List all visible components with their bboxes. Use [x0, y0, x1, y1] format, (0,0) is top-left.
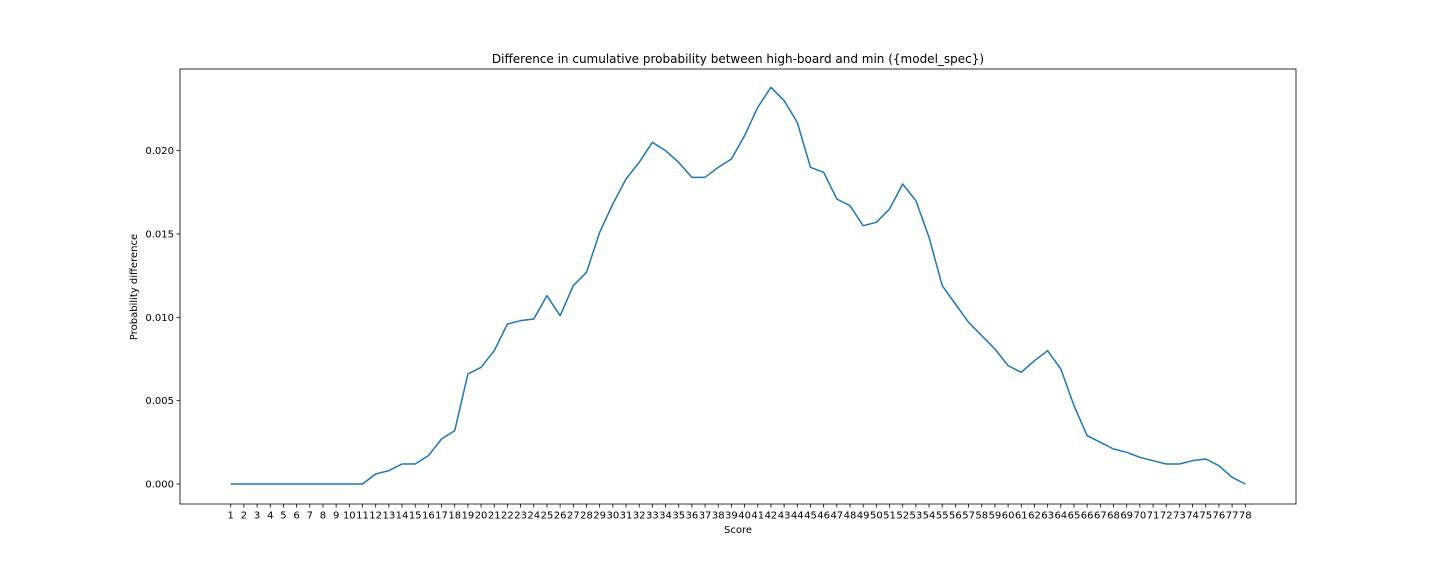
x-tick-label: 36: [686, 511, 699, 522]
x-tick-label: 40: [738, 511, 751, 522]
x-tick-label: 23: [514, 511, 527, 522]
x-tick-label: 19: [462, 511, 475, 522]
x-tick-label: 8: [320, 511, 326, 522]
x-tick-label: 43: [778, 511, 791, 522]
x-tick-label: 70: [1133, 511, 1146, 522]
x-tick-label: 33: [646, 511, 659, 522]
x-tick-label: 62: [1028, 511, 1041, 522]
x-tick-label: 73: [1173, 511, 1186, 522]
x-tick-label: 78: [1239, 511, 1252, 522]
x-tick-label: 52: [896, 511, 909, 522]
x-axis: 1 2 3 4 5 6 7 8 9 10 11 12 13 14 15 16 17 18 19 20 21 22 23 24 2…: [228, 504, 1252, 522]
x-tick-label: 38: [712, 511, 725, 522]
x-tick-label: 14: [396, 511, 409, 522]
x-tick-label: 64: [1054, 511, 1067, 522]
x-tick-label: 22: [501, 511, 514, 522]
x-tick-label: 6: [293, 511, 299, 522]
x-tick-label: 50: [870, 511, 883, 522]
x-tick-label: 57: [962, 511, 975, 522]
x-tick-label: 66: [1081, 511, 1094, 522]
x-tick-label: 76: [1213, 511, 1226, 522]
chart-title: Difference in cumulative probability bet…: [492, 52, 984, 66]
x-tick-label: 60: [1002, 511, 1015, 522]
y-tick-label: 0.020: [145, 146, 174, 157]
x-tick-label: 46: [817, 511, 830, 522]
x-tick-label: 59: [989, 511, 1002, 522]
x-tick-label: 53: [910, 511, 923, 522]
x-tick-label: 67: [1094, 511, 1107, 522]
x-tick-label: 61: [1015, 511, 1028, 522]
x-tick-label: 71: [1147, 511, 1160, 522]
x-tick-label: 30: [606, 511, 619, 522]
x-tick-label: 28: [580, 511, 593, 522]
x-tick-label: 41: [751, 511, 764, 522]
x-tick-label: 21: [488, 511, 501, 522]
x-tick-label: 47: [830, 511, 843, 522]
x-tick-label: 18: [448, 511, 461, 522]
y-axis: 0.000 0.005 0.010 0.015 0.020: [145, 146, 180, 491]
x-tick-label: 39: [725, 511, 738, 522]
y-axis-label: Probability difference: [129, 234, 140, 340]
x-tick-label: 63: [1041, 511, 1054, 522]
series-line: [230, 86, 1246, 485]
x-tick-label: 13: [382, 511, 395, 522]
x-tick-label: 51: [883, 511, 896, 522]
x-tick-label: 5: [280, 511, 286, 522]
x-tick-label: 48: [844, 511, 857, 522]
x-tick-label: 49: [857, 511, 870, 522]
x-tick-label: 20: [475, 511, 488, 522]
x-tick-label: 65: [1068, 511, 1081, 522]
x-tick-label: 7: [307, 511, 313, 522]
x-tick-label: 56: [949, 511, 962, 522]
x-tick-label: 45: [804, 511, 817, 522]
x-tick-label: 24: [527, 511, 540, 522]
x-tick-label: 17: [435, 511, 448, 522]
x-tick-label: 11: [356, 511, 369, 522]
y-tick-label: 0.000: [145, 480, 174, 491]
x-tick-label: 16: [422, 511, 435, 522]
x-tick-label: 42: [765, 511, 778, 522]
x-tick-label: 54: [923, 511, 936, 522]
x-tick-label: 31: [620, 511, 633, 522]
x-tick-label: 35: [672, 511, 685, 522]
x-tick-label: 75: [1199, 511, 1212, 522]
x-tick-label: 27: [567, 511, 580, 522]
x-tick-label: 2: [241, 511, 247, 522]
x-tick-label: 69: [1120, 511, 1133, 522]
y-tick-label: 0.005: [145, 396, 174, 407]
x-tick-label: 74: [1186, 511, 1199, 522]
x-tick-label: 15: [409, 511, 422, 522]
y-tick-label: 0.010: [145, 313, 174, 324]
x-tick-label: 77: [1226, 511, 1239, 522]
x-tick-label: 1: [228, 511, 234, 522]
x-tick-label: 26: [554, 511, 567, 522]
x-tick-label: 10: [343, 511, 356, 522]
x-tick-label: 72: [1160, 511, 1173, 522]
x-tick-label: 55: [936, 511, 949, 522]
x-tick-label: 37: [699, 511, 712, 522]
x-axis-label: Score: [724, 525, 752, 536]
x-tick-label: 3: [254, 511, 260, 522]
x-tick-label: 58: [975, 511, 988, 522]
y-tick-label: 0.015: [145, 230, 174, 241]
x-tick-label: 32: [633, 511, 646, 522]
x-tick-label: 4: [267, 511, 273, 522]
plot-frame: [179, 68, 1297, 505]
x-tick-label: 34: [659, 511, 672, 522]
x-tick-label: 68: [1107, 511, 1120, 522]
x-tick-label: 9: [333, 511, 339, 522]
x-tick-label: 44: [791, 511, 804, 522]
x-tick-label: 25: [541, 511, 554, 522]
x-tick-label: 29: [593, 511, 606, 522]
x-tick-label: 12: [369, 511, 382, 522]
